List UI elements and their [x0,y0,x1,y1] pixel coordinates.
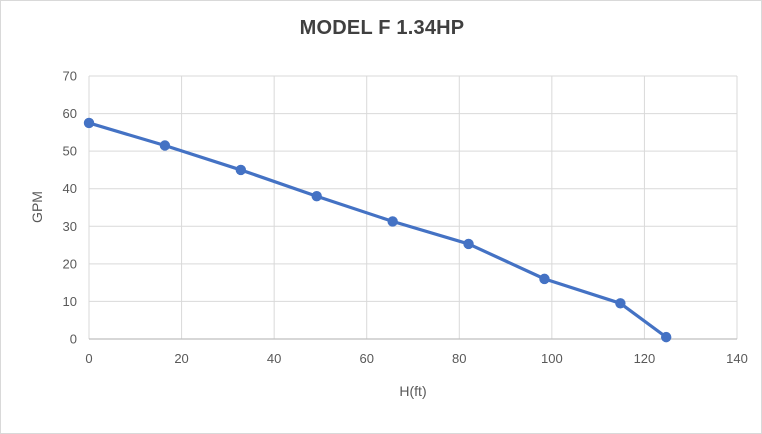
y-tick-label: 70 [63,69,77,84]
data-point-marker [463,238,474,250]
y-tick-label: 40 [63,181,77,196]
y-tick-label: 0 [70,332,77,347]
data-point-marker [387,216,398,227]
y-tick-label: 20 [63,256,77,271]
data-point-marker [660,331,672,343]
x-tick-label: 60 [359,351,373,366]
x-tick-label: 40 [267,351,281,366]
data-point-marker [159,140,171,151]
y-tick-label: 30 [63,219,77,234]
data-point-marker [235,164,247,176]
y-tick-label: 60 [63,106,77,121]
data-point-marker [615,298,626,309]
x-tick-label: 20 [174,351,188,366]
data-point-marker [311,191,322,202]
series-line [87,121,668,339]
x-axis-title: H(ft) [399,383,427,399]
data-point-marker [539,273,550,285]
y-tick-label: 10 [63,294,77,309]
data-point-marker [83,117,95,129]
x-tick-label: 120 [634,351,656,366]
x-tick-label: 0 [85,351,92,366]
y-tick-label: 50 [63,144,77,159]
x-tick-label: 80 [452,351,466,366]
chart-title: MODEL F 1.34HP [299,17,465,39]
x-tick-label: 140 [726,351,748,366]
x-tick-label: 100 [541,351,563,366]
